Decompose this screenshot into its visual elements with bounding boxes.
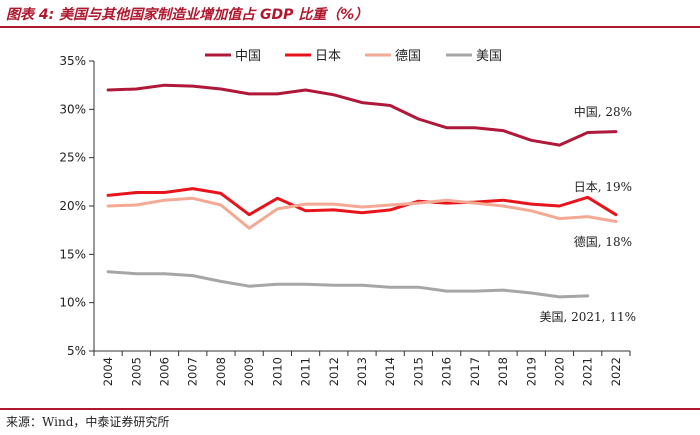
legend-label-德国: 德国 <box>395 49 421 64</box>
x-tick-label: 2011 <box>299 357 313 386</box>
series-line-中国 <box>106 83 618 147</box>
legend-label-日本: 日本 <box>315 49 341 64</box>
x-tick-label: 2019 <box>524 357 538 386</box>
x-tick-label: 2006 <box>158 357 172 386</box>
source-note: 来源：Wind，中泰证券研究所 <box>6 415 170 429</box>
series-line-德国 <box>106 196 618 230</box>
y-tick-label: 10% <box>59 296 86 310</box>
data-label-中国: 中国, 28% <box>574 104 632 119</box>
legend-label-美国: 美国 <box>476 49 502 64</box>
y-tick-label: 30% <box>59 102 86 116</box>
data-label-美国: 美国, 2021, 11% <box>540 310 636 324</box>
series-line-日本 <box>106 187 618 217</box>
x-tick-label: 2005 <box>129 357 143 386</box>
y-tick-label: 15% <box>59 247 86 261</box>
x-tick-label: 2016 <box>440 357 454 386</box>
x-tick-label: 2010 <box>270 357 284 386</box>
series-line-美国 <box>106 270 590 299</box>
x-tick-label: 2009 <box>242 357 256 386</box>
figure-title: 图表 4: 美国与其他国家制造业增加值占 GDP 比重（%） <box>6 7 369 23</box>
y-tick-label: 20% <box>59 199 86 213</box>
footer-divider <box>0 408 700 410</box>
legend-label-中国: 中国 <box>235 49 261 64</box>
x-tick-label: 2022 <box>609 357 623 386</box>
x-tick-label: 2015 <box>411 357 425 386</box>
data-label-日本: 日本, 19% <box>574 180 632 194</box>
x-tick-label: 2020 <box>552 357 566 386</box>
x-tick-label: 2008 <box>214 357 228 386</box>
x-tick-label: 2004 <box>101 357 115 386</box>
title-divider <box>0 26 700 28</box>
x-tick-label: 2014 <box>383 357 397 386</box>
y-tick-label: 5% <box>67 344 86 358</box>
x-tick-label: 2007 <box>186 357 200 386</box>
x-tick-label: 2021 <box>581 357 595 386</box>
x-tick-label: 2012 <box>327 357 341 386</box>
data-label-德国: 德国, 18% <box>574 234 632 249</box>
x-tick-label: 2018 <box>496 357 510 386</box>
y-tick-label: 25% <box>59 151 86 165</box>
x-tick-label: 2017 <box>468 357 482 386</box>
x-tick-label: 2013 <box>355 357 369 386</box>
y-tick-label: 35% <box>59 54 86 68</box>
